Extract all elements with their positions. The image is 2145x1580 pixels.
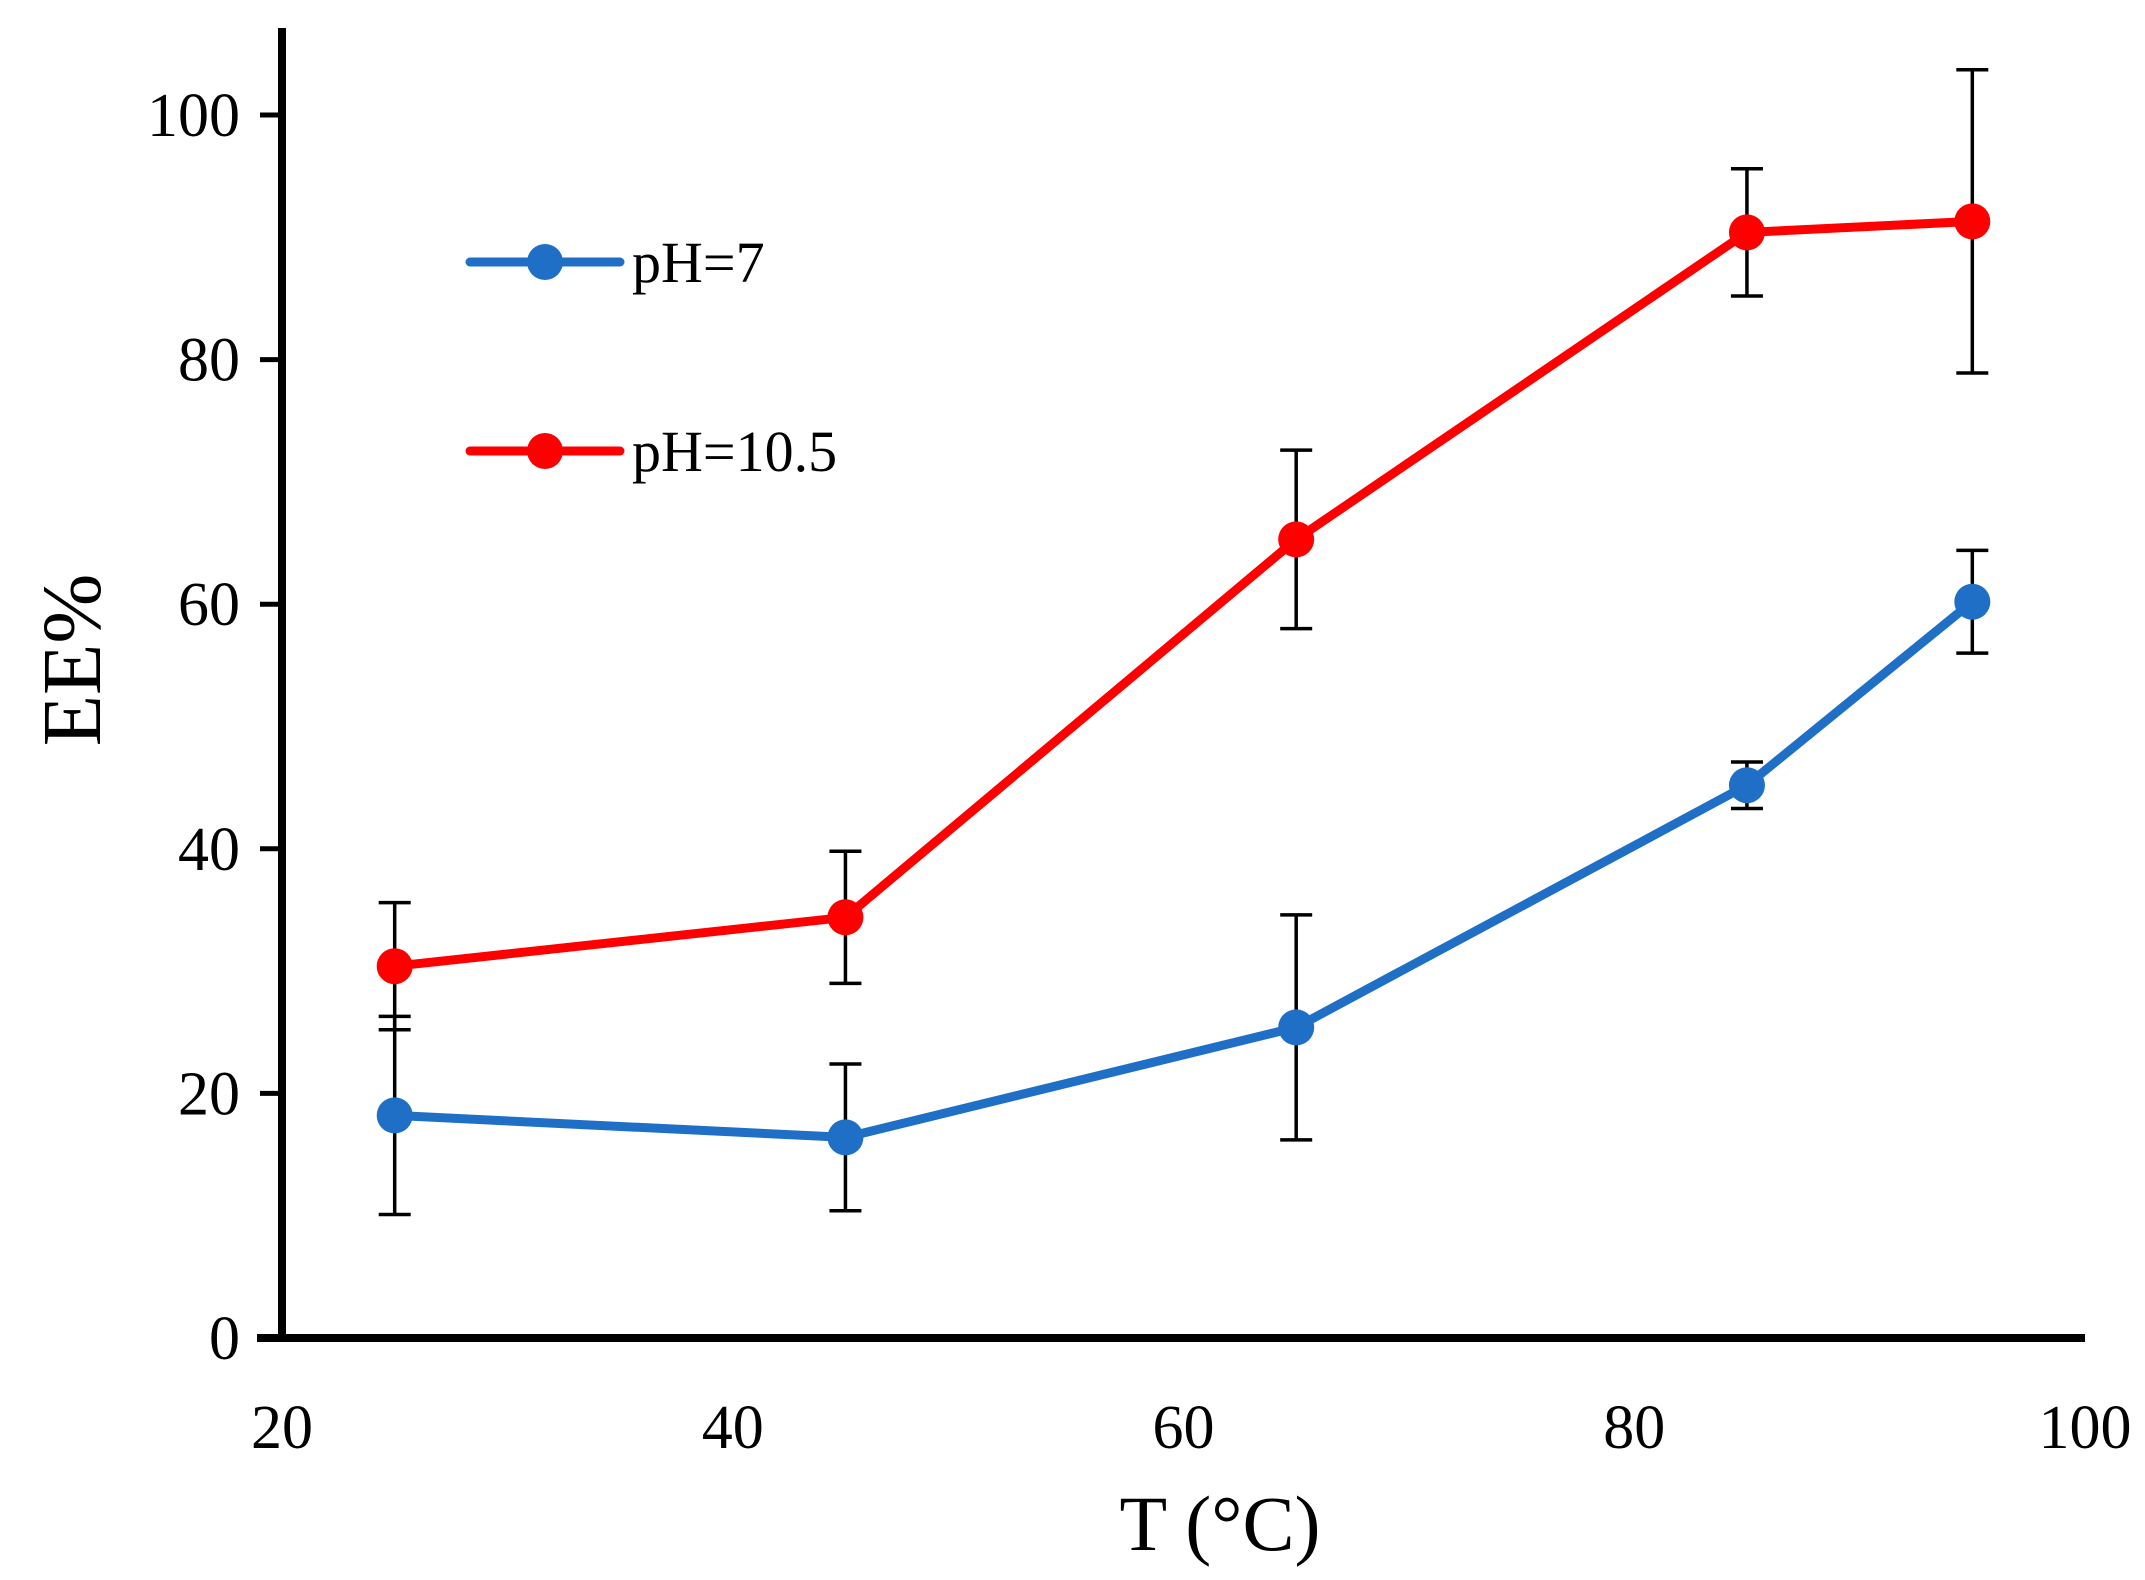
data-point [1954,203,1991,240]
y-tick-label: 80 [178,327,240,395]
data-point [827,1119,864,1156]
series-line [390,216,1977,971]
y-axis-title: EE% [26,574,119,747]
data-point [827,899,864,936]
x-tick-label: 100 [2039,1394,2132,1462]
series-points [376,203,1991,1156]
x-axis-title: T (°C) [1120,1480,1321,1567]
series-lines [390,216,1977,1142]
x-tick-label: 80 [1603,1394,1665,1462]
y-tick-label: 60 [178,571,240,639]
data-point [1278,521,1315,558]
y-tick-label: 100 [147,82,240,150]
legend-marker [527,244,563,280]
x-tick-label: 40 [702,1394,764,1462]
data-point [1728,767,1765,804]
legend-label: pH=10.5 [632,419,837,484]
legend-label: pH=7 [632,230,765,295]
y-tick-label: 40 [178,816,240,884]
y-tick-label: 20 [178,1060,240,1128]
data-point [1278,1009,1315,1046]
data-point [376,1097,413,1134]
data-point [1728,214,1765,251]
legend: pH=7 pH=10.5 [465,230,837,484]
legend-marker [527,433,563,469]
y-tick-label: 0 [209,1305,240,1373]
series-line [390,597,1977,1142]
x-tick-label: 60 [1153,1394,1215,1462]
data-point [1954,583,1991,620]
data-point [376,948,413,985]
x-tick-label: 20 [251,1394,313,1462]
